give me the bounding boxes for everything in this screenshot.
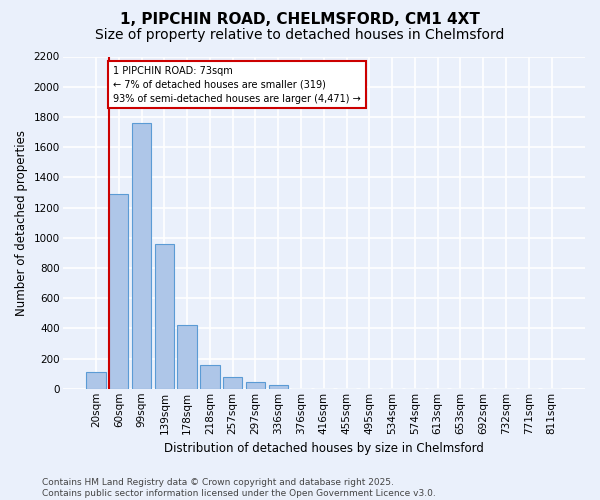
Bar [109, 194, 128, 389]
Bar [178, 326, 197, 389]
Bar [269, 385, 288, 389]
X-axis label: Distribution of detached houses by size in Chelmsford: Distribution of detached houses by size … [164, 442, 484, 455]
Bar [132, 123, 151, 389]
Text: 1 PIPCHIN ROAD: 73sqm
← 7% of detached houses are smaller (319)
93% of semi-deta: 1 PIPCHIN ROAD: 73sqm ← 7% of detached h… [113, 66, 361, 104]
Bar [86, 372, 106, 389]
Bar [223, 378, 242, 389]
Text: Size of property relative to detached houses in Chelmsford: Size of property relative to detached ho… [95, 28, 505, 42]
Y-axis label: Number of detached properties: Number of detached properties [15, 130, 28, 316]
Bar [200, 366, 220, 389]
Text: 1, PIPCHIN ROAD, CHELMSFORD, CM1 4XT: 1, PIPCHIN ROAD, CHELMSFORD, CM1 4XT [120, 12, 480, 28]
Text: Contains HM Land Registry data © Crown copyright and database right 2025.
Contai: Contains HM Land Registry data © Crown c… [42, 478, 436, 498]
Bar [246, 382, 265, 389]
Bar [155, 244, 174, 389]
